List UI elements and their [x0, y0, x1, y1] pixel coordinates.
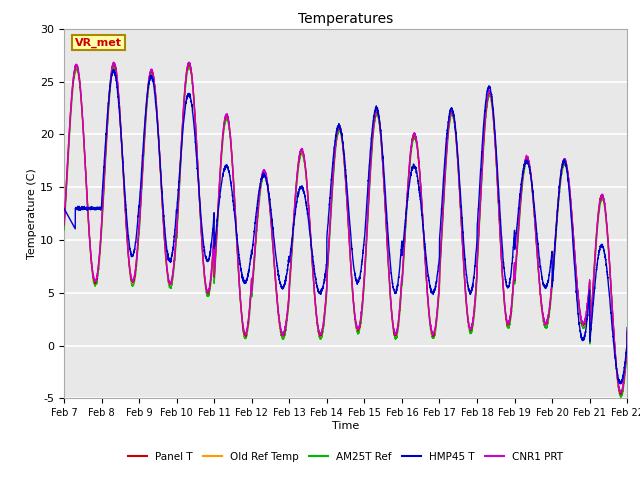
- Old Ref Temp: [623, 345, 630, 350]
- AM25T Ref: [186, 63, 193, 69]
- Panel T: [617, 391, 625, 397]
- Title: Temperatures: Temperatures: [298, 12, 393, 26]
- AM25T Ref: [161, 247, 169, 252]
- CNR1 PRT: [325, 244, 333, 250]
- HMP45 T: [623, 346, 630, 352]
- Panel T: [325, 244, 333, 250]
- HMP45 T: [60, 205, 68, 211]
- CNR1 PRT: [623, 328, 631, 334]
- AM25T Ref: [504, 324, 512, 330]
- CNR1 PRT: [623, 346, 630, 351]
- Old Ref Temp: [161, 248, 169, 253]
- Old Ref Temp: [623, 329, 631, 335]
- HMP45 T: [109, 67, 117, 72]
- HMP45 T: [472, 250, 480, 255]
- CNR1 PRT: [616, 390, 624, 396]
- Line: Panel T: Panel T: [64, 63, 627, 394]
- HMP45 T: [617, 381, 625, 387]
- Panel T: [60, 222, 68, 228]
- HMP45 T: [441, 157, 449, 163]
- Panel T: [185, 60, 193, 66]
- HMP45 T: [161, 233, 169, 239]
- Text: VR_met: VR_met: [76, 37, 122, 48]
- AM25T Ref: [441, 182, 449, 188]
- Old Ref Temp: [617, 391, 625, 396]
- Panel T: [441, 178, 449, 183]
- Panel T: [161, 246, 169, 252]
- Line: CNR1 PRT: CNR1 PRT: [64, 62, 627, 393]
- Panel T: [504, 322, 512, 327]
- CNR1 PRT: [472, 285, 480, 291]
- Panel T: [472, 287, 480, 292]
- Old Ref Temp: [441, 175, 449, 180]
- AM25T Ref: [623, 351, 630, 357]
- AM25T Ref: [472, 291, 480, 297]
- Line: HMP45 T: HMP45 T: [64, 70, 627, 384]
- Old Ref Temp: [60, 222, 68, 228]
- Panel T: [623, 345, 630, 351]
- CNR1 PRT: [60, 222, 68, 228]
- AM25T Ref: [60, 227, 68, 233]
- Legend: Panel T, Old Ref Temp, AM25T Ref, HMP45 T, CNR1 PRT: Panel T, Old Ref Temp, AM25T Ref, HMP45 …: [124, 448, 568, 466]
- X-axis label: Time: Time: [332, 421, 359, 431]
- Line: Old Ref Temp: Old Ref Temp: [64, 62, 627, 394]
- HMP45 T: [504, 285, 512, 290]
- Old Ref Temp: [504, 322, 512, 328]
- CNR1 PRT: [504, 319, 512, 325]
- Panel T: [623, 330, 631, 336]
- CNR1 PRT: [441, 174, 449, 180]
- Old Ref Temp: [472, 285, 480, 291]
- Y-axis label: Temperature (C): Temperature (C): [28, 168, 37, 259]
- HMP45 T: [623, 325, 631, 331]
- AM25T Ref: [623, 335, 631, 340]
- AM25T Ref: [325, 250, 333, 255]
- Old Ref Temp: [325, 243, 333, 249]
- CNR1 PRT: [161, 245, 169, 251]
- HMP45 T: [325, 211, 333, 216]
- CNR1 PRT: [186, 60, 193, 65]
- Old Ref Temp: [109, 60, 117, 65]
- Line: AM25T Ref: AM25T Ref: [64, 66, 627, 397]
- AM25T Ref: [617, 394, 625, 400]
